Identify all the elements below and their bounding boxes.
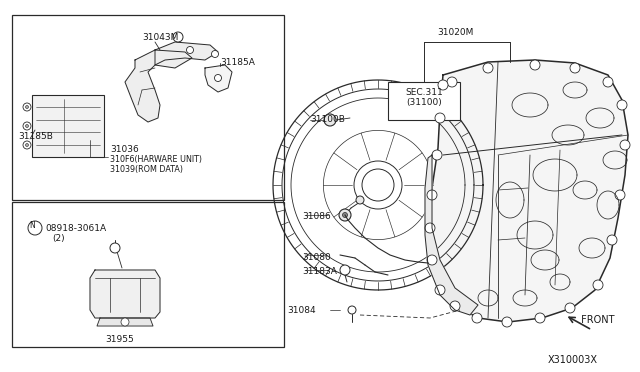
Text: 31043M: 31043M bbox=[142, 33, 179, 42]
Polygon shape bbox=[425, 155, 478, 315]
Circle shape bbox=[450, 301, 460, 311]
Circle shape bbox=[186, 46, 193, 54]
Circle shape bbox=[617, 100, 627, 110]
Text: X310003X: X310003X bbox=[548, 355, 598, 365]
Circle shape bbox=[23, 122, 31, 130]
Circle shape bbox=[28, 221, 42, 235]
Text: 31185B: 31185B bbox=[18, 132, 53, 141]
Circle shape bbox=[23, 141, 31, 149]
Polygon shape bbox=[155, 42, 218, 65]
Polygon shape bbox=[205, 65, 232, 92]
Text: 31036: 31036 bbox=[110, 145, 139, 154]
Circle shape bbox=[354, 161, 402, 209]
Circle shape bbox=[502, 317, 512, 327]
Text: (31100): (31100) bbox=[406, 98, 442, 107]
Circle shape bbox=[535, 313, 545, 323]
Polygon shape bbox=[97, 318, 153, 326]
Text: FRONT: FRONT bbox=[578, 315, 614, 325]
Circle shape bbox=[593, 280, 603, 290]
Text: 31039(ROM DATA): 31039(ROM DATA) bbox=[110, 165, 183, 174]
Circle shape bbox=[472, 313, 482, 323]
Text: 31084: 31084 bbox=[287, 306, 316, 315]
Text: 31086: 31086 bbox=[302, 212, 331, 221]
Text: 31185A: 31185A bbox=[220, 58, 255, 67]
Circle shape bbox=[615, 190, 625, 200]
Bar bbox=[32, 95, 104, 157]
Circle shape bbox=[438, 80, 448, 90]
Text: N: N bbox=[29, 221, 35, 230]
Circle shape bbox=[607, 235, 617, 245]
Circle shape bbox=[432, 150, 442, 160]
Circle shape bbox=[324, 114, 336, 126]
Text: (2): (2) bbox=[52, 234, 65, 243]
Circle shape bbox=[427, 255, 437, 265]
Polygon shape bbox=[430, 60, 628, 322]
Bar bbox=[12, 15, 284, 200]
Text: 08918-3061A: 08918-3061A bbox=[45, 224, 106, 233]
Circle shape bbox=[121, 318, 129, 326]
Polygon shape bbox=[125, 50, 192, 122]
Circle shape bbox=[362, 169, 394, 201]
Circle shape bbox=[173, 32, 183, 42]
Circle shape bbox=[26, 144, 29, 147]
Circle shape bbox=[26, 106, 29, 109]
Circle shape bbox=[339, 209, 351, 221]
Circle shape bbox=[110, 243, 120, 253]
Circle shape bbox=[348, 306, 356, 314]
Text: 31183A: 31183A bbox=[302, 267, 337, 276]
Circle shape bbox=[483, 63, 493, 73]
Text: 31080: 31080 bbox=[302, 253, 331, 262]
Text: 31955: 31955 bbox=[106, 335, 134, 344]
Circle shape bbox=[447, 77, 457, 87]
Circle shape bbox=[356, 196, 364, 204]
Circle shape bbox=[214, 74, 221, 81]
Circle shape bbox=[340, 265, 350, 275]
Circle shape bbox=[26, 125, 29, 128]
Bar bbox=[12, 202, 284, 347]
Circle shape bbox=[427, 190, 437, 200]
Circle shape bbox=[425, 223, 435, 233]
Circle shape bbox=[570, 63, 580, 73]
Circle shape bbox=[342, 212, 348, 218]
Circle shape bbox=[211, 51, 218, 58]
Text: 31100B: 31100B bbox=[310, 115, 345, 124]
Bar bbox=[388, 82, 460, 120]
Circle shape bbox=[435, 285, 445, 295]
Circle shape bbox=[603, 77, 613, 87]
Circle shape bbox=[620, 140, 630, 150]
Circle shape bbox=[435, 113, 445, 123]
Text: 31020M: 31020M bbox=[437, 28, 473, 37]
Polygon shape bbox=[90, 270, 160, 318]
Text: SEC.311: SEC.311 bbox=[405, 88, 443, 97]
Circle shape bbox=[23, 103, 31, 111]
Circle shape bbox=[530, 60, 540, 70]
Circle shape bbox=[565, 303, 575, 313]
Text: 310F6(HARWARE UNIT): 310F6(HARWARE UNIT) bbox=[110, 155, 202, 164]
